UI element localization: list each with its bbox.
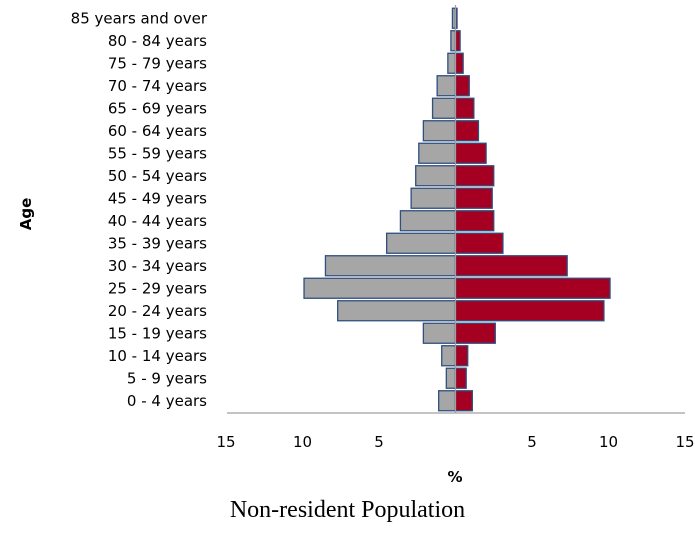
bar-right-7 [454, 232, 504, 254]
bar-left-5 [303, 277, 457, 299]
y-tick-label: 75 - 79 years [108, 54, 207, 72]
y-tick-label: 10 - 14 years [108, 347, 207, 365]
y-tick-label: 50 - 54 years [108, 167, 207, 185]
y-tick-label: 35 - 39 years [108, 234, 207, 252]
y-tick-label: 0 - 4 years [127, 392, 207, 410]
bar-right-9 [454, 187, 493, 209]
x-tick-labels: 15 10 5 5 10 15 [216, 433, 694, 451]
x-tick-label: 15 [216, 433, 235, 451]
bar-left-2 [441, 345, 457, 367]
chart-caption: Non-resident Population [229, 497, 466, 523]
bar-right-3 [454, 322, 496, 344]
y-tick-label: 80 - 84 years [108, 32, 207, 50]
x-tick-label: 15 [675, 433, 694, 451]
y-tick-label: 15 - 19 years [108, 324, 207, 342]
bar-right-5 [454, 277, 611, 299]
bar-right-0 [454, 390, 473, 412]
bar-left-10 [415, 165, 457, 187]
y-tick-label: 70 - 74 years [108, 77, 207, 95]
bar-right-11 [454, 142, 487, 164]
bar-right-16 [454, 30, 461, 52]
y-tick-label: 40 - 44 years [108, 212, 207, 230]
bar-right-1 [454, 367, 467, 389]
bar-left-14 [436, 75, 457, 97]
bar-right-2 [454, 345, 469, 367]
bar-right-4 [454, 300, 605, 322]
bar-left-16 [450, 30, 457, 52]
bar-left-9 [410, 187, 457, 209]
bars-group [303, 7, 611, 412]
y-tick-label: 25 - 29 years [108, 279, 207, 297]
x-tick-label: 5 [374, 433, 384, 451]
x-tick-label: 10 [599, 433, 618, 451]
y-axis-title: Age [17, 198, 35, 231]
x-tick-label: 10 [293, 433, 312, 451]
y-tick-label: 45 - 49 years [108, 189, 207, 207]
bar-left-11 [418, 142, 457, 164]
bar-left-7 [385, 232, 457, 254]
y-tick-labels: 0 - 4 years 5 - 9 years 10 - 14 years 15 - … [71, 9, 208, 410]
bar-left-13 [431, 97, 457, 119]
bar-right-12 [454, 120, 480, 142]
bar-right-14 [454, 75, 470, 97]
bar-right-10 [454, 165, 495, 187]
x-tick-label: 5 [527, 433, 537, 451]
y-tick-label: 85 years and over [71, 9, 208, 27]
bar-left-0 [438, 390, 457, 412]
y-tick-label: 30 - 34 years [108, 257, 207, 275]
bar-right-8 [454, 210, 495, 232]
y-tick-label: 65 - 69 years [108, 99, 207, 117]
bar-left-3 [422, 322, 457, 344]
y-tick-label: 60 - 64 years [108, 122, 207, 140]
bar-left-1 [445, 367, 457, 389]
y-tick-label: 5 - 9 years [127, 369, 207, 387]
bar-left-12 [422, 120, 457, 142]
bar-right-6 [454, 255, 568, 277]
y-tick-label: 20 - 24 years [108, 302, 207, 320]
bar-left-4 [337, 300, 457, 322]
x-axis-title: % [447, 468, 462, 486]
bar-left-15 [447, 52, 457, 74]
bar-left-6 [324, 255, 457, 277]
bar-right-13 [454, 97, 475, 119]
bar-right-15 [454, 52, 464, 74]
y-tick-label: 55 - 59 years [108, 144, 207, 162]
bar-left-8 [399, 210, 457, 232]
